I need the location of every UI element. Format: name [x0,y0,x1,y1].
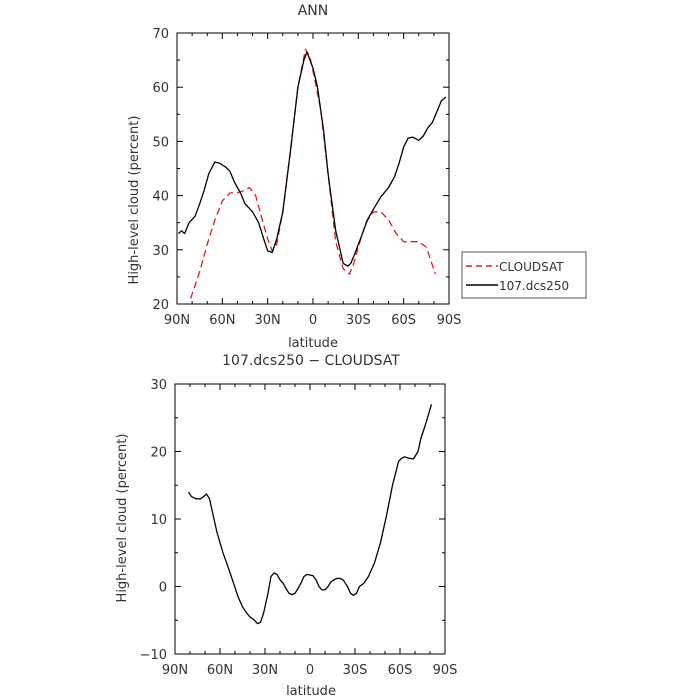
top-y-tick-label: 70 [152,27,169,42]
bottom-x-tick-label: 30S [343,663,368,678]
bottom-x-tick-label: 90N [162,663,188,678]
top-x-tick-label: 0 [309,313,317,328]
legend-label-cloudsat: CLOUDSAT [499,260,564,274]
top-y-tick-label: 30 [152,244,169,259]
bottom-x-tick-label: 60N [207,663,233,678]
top-y-tick-label: 60 [152,81,169,96]
legend-label-107dcs250: 107.dcs250 [499,279,569,293]
bottom-x-axis-label: latitude [286,684,336,699]
top-x-tick-label: 60N [209,313,235,328]
top-series-line-cloudsat [189,48,437,299]
top-x-tick-label: 90S [437,313,462,328]
bottom-y-tick-label: 20 [150,446,167,461]
top-y-axis-label: High-level cloud (percent) [127,116,142,285]
bottom-chart-title: 107.dcs250 − CLOUDSAT [222,353,400,369]
top-chart-title: ANN [298,3,329,19]
bottom-y-axis-label: High-level cloud (percent) [115,434,130,603]
top-series-line-107dcs250 [178,51,447,267]
top-panel: ANN 90N 60N 30N 0 30S 60S 90S 20 30 40 50 60 70 lati… [127,3,587,351]
top-x-tick-label: 90N [164,313,190,328]
bottom-x-tick-label: 0 [306,663,314,678]
bottom-panel: 107.dcs250 − CLOUDSAT 90N 60N 30N 0 30S 60S 90… [115,353,457,699]
bottom-y-tick-label: 0 [159,581,167,596]
top-y-tick-label: 40 [152,190,169,205]
top-y-tick-label: 20 [152,298,169,313]
top-y-tick-label: 50 [152,135,169,150]
top-x-tick-label: 30N [255,313,281,328]
legend-box [461,251,587,299]
top-x-tick-label: 60S [391,313,416,328]
top-x-axis-label: latitude [288,336,338,351]
bottom-plot-frame [174,383,446,655]
bottom-y-tick-label: 10 [150,513,167,528]
bottom-series-line-difference [187,404,433,625]
bottom-x-tick-label: 90S [433,663,458,678]
bottom-x-tick-label: 30N [252,663,278,678]
bottom-x-tick-label: 60S [388,663,413,678]
bottom-y-tick-label: 30 [150,378,167,393]
top-x-tick-label: 30S [346,313,371,328]
bottom-y-tick-label: −10 [140,648,167,663]
legend: CLOUDSAT 107.dcs250 [461,251,587,299]
